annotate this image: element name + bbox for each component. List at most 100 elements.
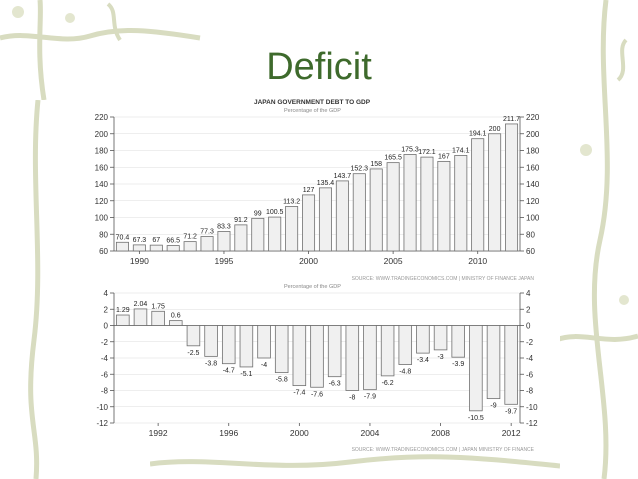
bar-value-label: 99	[254, 210, 262, 217]
bar-value-label: -10.5	[468, 415, 484, 422]
bar-value-label: 152.3	[351, 166, 369, 173]
bar	[132, 244, 146, 252]
bar-value-label: -3	[437, 354, 443, 361]
bar-value-label: -3.4	[417, 357, 429, 364]
bar	[274, 325, 289, 374]
y-tick-label-right: -2	[526, 338, 534, 347]
bar	[386, 162, 400, 252]
bar	[345, 325, 360, 391]
bar	[327, 325, 342, 378]
bar-value-label: 91.2	[234, 217, 248, 224]
bar-value-label: 194.1	[469, 131, 487, 138]
bar	[115, 241, 129, 252]
bar	[352, 173, 366, 252]
bar-value-label: 0.6	[171, 313, 181, 320]
bar	[166, 245, 180, 252]
vine-decoration-top-left	[0, 0, 201, 100]
bar-value-label: -3.8	[205, 360, 217, 367]
bar-value-label: 67	[152, 237, 160, 244]
x-tick-label: 2005	[384, 256, 403, 266]
bar	[398, 325, 413, 365]
bar	[292, 325, 307, 387]
bar	[380, 325, 395, 377]
bar-value-label: 71.2	[183, 234, 197, 241]
bar	[504, 325, 518, 405]
bar-value-label: -4.8	[399, 369, 411, 376]
bar-value-label: 143.7	[334, 173, 352, 180]
y-tick-label: 160	[95, 163, 109, 172]
bar	[363, 325, 377, 391]
bar	[310, 325, 324, 388]
bar-value-label: -4	[261, 362, 267, 369]
bar-value-label: 174.1	[452, 147, 470, 154]
x-tick-label: 1992	[149, 428, 168, 438]
y-tick-label: 140	[95, 180, 109, 189]
bar-value-label: 70.4	[116, 234, 130, 241]
debt-to-gdp-chart: JAPAN GOVERNMENT DEBT TO GDP Percentage o…	[78, 94, 560, 284]
bar	[151, 310, 165, 326]
bar-value-label: 158	[370, 161, 382, 168]
bar-value-label: 83.3	[217, 223, 231, 230]
x-tick-label: 2012	[502, 428, 521, 438]
y-tick-label: 220	[95, 113, 109, 122]
bar-value-label: -8	[349, 395, 355, 402]
x-tick-label: 2000	[299, 256, 318, 266]
bar-value-label: 77.3	[200, 229, 214, 236]
bar-value-label: 135.4	[317, 180, 335, 187]
y-tick-label: -8	[101, 387, 109, 396]
bar	[285, 206, 299, 252]
bar	[335, 180, 349, 252]
y-tick-label: 120	[95, 197, 109, 206]
vine-decoration-right	[556, 0, 638, 479]
x-tick-label: 2008	[431, 428, 450, 438]
bar	[257, 325, 271, 359]
bar	[268, 216, 282, 252]
bar-value-label: 200	[489, 126, 501, 133]
y-tick-label-right: -10	[526, 403, 538, 412]
bar-value-label: -5.8	[276, 377, 288, 384]
bar-value-label: 167	[438, 153, 450, 160]
bar-value-label: -3.9	[452, 361, 464, 368]
bar-value-label: -7.6	[311, 391, 323, 398]
bar	[486, 325, 501, 400]
chart-subtitle: Percentage of the GDP	[284, 284, 341, 290]
y-tick-label: -6	[101, 370, 109, 379]
bar	[217, 231, 231, 252]
x-tick-label: 2004	[360, 428, 379, 438]
y-tick-label: 100	[95, 214, 109, 223]
bar	[403, 154, 417, 252]
bar	[437, 160, 451, 252]
bar-value-label: 127	[303, 187, 315, 194]
bar	[505, 123, 519, 252]
bar	[200, 236, 214, 252]
bar-value-label: 1.29	[116, 307, 130, 314]
y-tick-label-right: 120	[526, 197, 540, 206]
x-tick-label: 1990	[130, 256, 149, 266]
y-tick-label-right: 80	[526, 230, 535, 239]
y-tick-label: 180	[95, 147, 109, 156]
chart-subtitle: Percentage of the GDP	[284, 108, 341, 114]
bar	[471, 138, 485, 252]
bar	[433, 325, 448, 351]
y-tick-label-right: 0	[526, 322, 531, 331]
y-tick-label-right: -4	[526, 354, 534, 363]
x-tick-label: 1995	[214, 256, 233, 266]
y-tick-label-right: 160	[526, 163, 540, 172]
bar-value-label: -4.7	[223, 368, 235, 375]
y-tick-label-right: 220	[526, 113, 540, 122]
bar	[469, 325, 483, 412]
bar-value-label: -2.5	[187, 350, 199, 357]
bar-value-label: 165.5	[384, 155, 402, 162]
bar-value-label: -7.4	[293, 390, 305, 397]
y-tick-label: -4	[101, 354, 109, 363]
bar	[302, 194, 316, 252]
chart-source: SOURCE: WWW.TRADINGECONOMICS.COM | MINIS…	[352, 276, 535, 282]
slide-title: Deficit	[266, 46, 372, 88]
y-tick-label-right: -8	[526, 387, 534, 396]
y-tick-label: -10	[96, 403, 108, 412]
bar-value-label: 211.7	[503, 116, 520, 123]
bar-value-label: -5.1	[240, 371, 252, 378]
bar-value-label: -6.2	[382, 380, 394, 387]
y-tick-label: 0	[104, 322, 109, 331]
bar	[488, 133, 502, 252]
